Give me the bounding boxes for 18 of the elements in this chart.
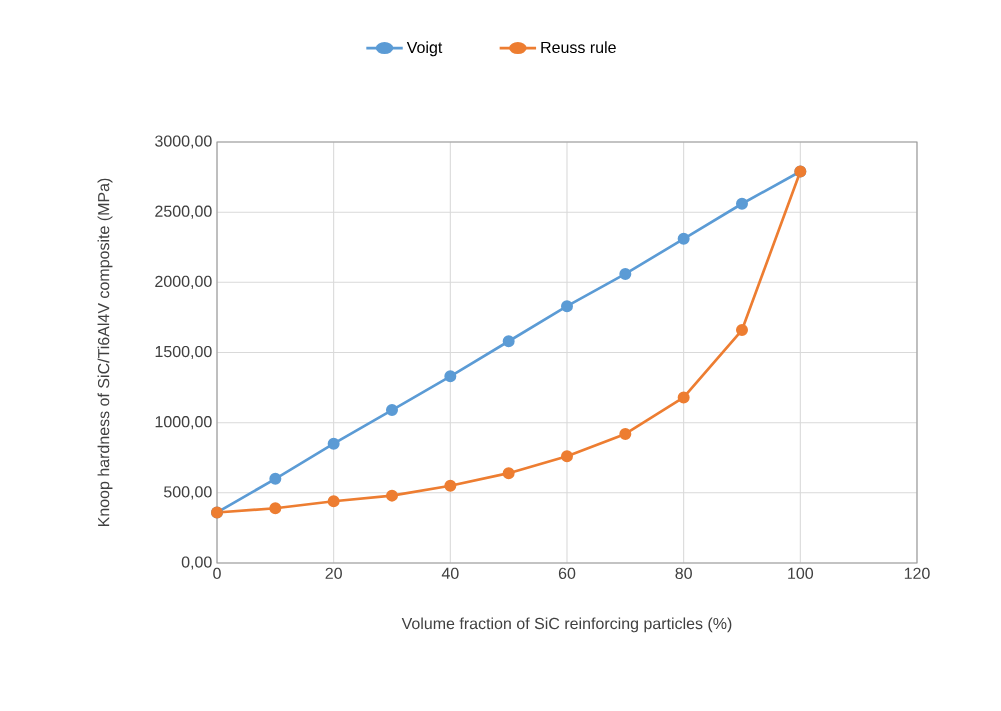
y-tick-label: 1000,00 (155, 416, 212, 430)
x-tick-label: 0 (213, 567, 221, 580)
x-axis-title: Volume fraction of SiC reinforcing particles (%) (401, 617, 732, 633)
x-tick-label: 40 (441, 567, 459, 580)
x-tick-label: 120 (904, 567, 930, 580)
legend-label: Voigt (406, 41, 443, 57)
x-tick-label: 60 (558, 567, 576, 580)
x-tick-label: 100 (788, 567, 814, 580)
x-tick-label: 80 (675, 567, 692, 580)
y-tick-label: 0,00 (181, 556, 212, 570)
y-axis-title: Knoop hardness of SiC/Ti6Al4V composite (MPa) (97, 178, 113, 527)
y-tick-label: 500,00 (164, 486, 212, 500)
y-tick-label: 2000,00 (155, 275, 212, 289)
y-tick-label: 2500,00 (155, 205, 212, 219)
y-tick-label: 1500,00 (155, 345, 212, 360)
x-tick-label: 20 (325, 567, 342, 580)
legend-label: Reuss rule (541, 41, 616, 54)
y-tick-label: 3000,00 (155, 135, 212, 149)
